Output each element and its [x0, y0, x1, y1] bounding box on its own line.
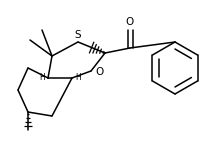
Text: H: H: [39, 74, 45, 82]
Text: O: O: [126, 17, 134, 27]
Text: O: O: [95, 67, 103, 77]
Text: H: H: [75, 74, 81, 82]
Text: S: S: [75, 30, 81, 40]
